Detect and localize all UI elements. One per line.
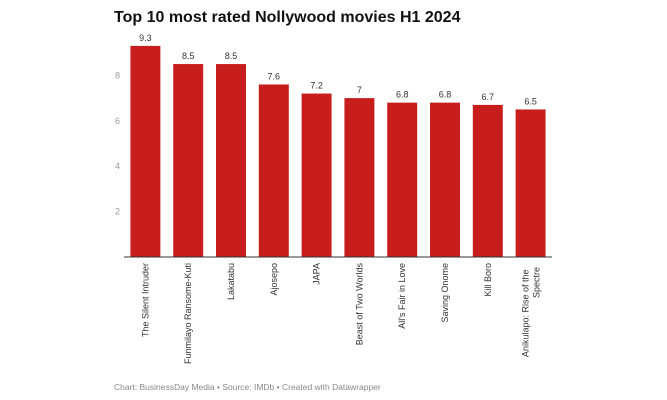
x-tick-label: Beast of Two Worlds bbox=[354, 263, 364, 346]
x-tick-label: Saving Onome bbox=[440, 263, 450, 323]
x-tick-label: Anikulapo: Rise of the Spectre bbox=[521, 267, 542, 357]
bar bbox=[387, 102, 418, 257]
bar bbox=[472, 104, 503, 257]
y-tick-label: 8 bbox=[115, 70, 120, 80]
value-label: 8.5 bbox=[182, 51, 195, 61]
value-label: 6.7 bbox=[482, 92, 495, 102]
chart-title: Top 10 most rated Nollywood movies H1 20… bbox=[114, 9, 461, 26]
bar bbox=[173, 64, 204, 257]
bar bbox=[344, 98, 375, 257]
bar bbox=[430, 102, 460, 257]
bar bbox=[301, 93, 332, 257]
value-label: 6.8 bbox=[439, 90, 452, 100]
y-tick-label: 4 bbox=[115, 161, 120, 171]
value-label: 7.2 bbox=[310, 81, 323, 91]
bar bbox=[216, 64, 246, 257]
x-tick-label: Ajosepo bbox=[269, 263, 279, 296]
x-tick-label: Lakatabu bbox=[226, 263, 236, 300]
value-label: 9.3 bbox=[139, 33, 152, 43]
source-note: Chart: BusinessDay Media • Source: IMDb … bbox=[114, 382, 381, 392]
value-label: 7.6 bbox=[268, 71, 281, 81]
x-tick-label: Kill Boro bbox=[483, 263, 493, 297]
x-tick-label: The Silent Intruder bbox=[140, 263, 150, 337]
value-label: 7 bbox=[357, 85, 362, 95]
bar bbox=[515, 109, 546, 257]
x-tick-label: JAPA bbox=[312, 263, 322, 285]
value-label: 6.5 bbox=[524, 96, 537, 106]
value-label: 6.8 bbox=[396, 90, 409, 100]
bar bbox=[258, 84, 289, 257]
y-tick-label: 2 bbox=[115, 207, 120, 217]
y-tick-label: 6 bbox=[115, 116, 120, 126]
x-tick-label: All's Fair in Love bbox=[397, 263, 407, 329]
bar bbox=[130, 45, 161, 257]
x-tick-label: Funmilayo Ransome-Kuti bbox=[183, 263, 193, 364]
value-label: 8.5 bbox=[225, 51, 238, 61]
